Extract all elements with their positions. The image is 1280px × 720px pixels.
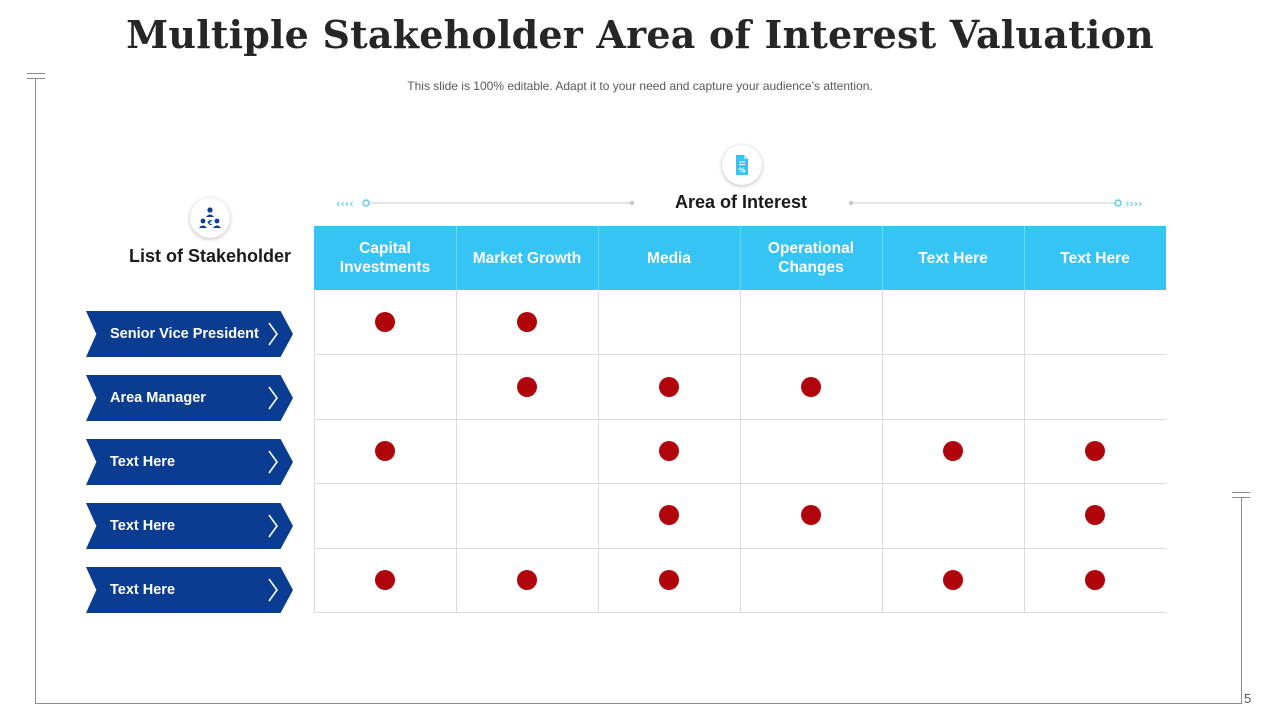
interest-dot (801, 505, 821, 526)
stakeholder-heading: List of Stakeholder (128, 246, 292, 266)
frame-right-tick (1232, 492, 1250, 493)
chevron-right-icon (268, 322, 278, 346)
stakeholder-row-4: Text Here (86, 503, 293, 549)
header-column-separator (1024, 226, 1025, 290)
interest-dot (659, 505, 679, 526)
interest-dot (943, 569, 963, 590)
grid-row-separator (314, 354, 1166, 355)
column-header-capital-investments: Capital Investments (339, 240, 431, 276)
frame-right-line (1241, 497, 1242, 704)
grid-row-separator (314, 483, 1166, 484)
page-number: 5 (1244, 691, 1252, 706)
interest-dot (801, 376, 821, 397)
chevron-right-icon (268, 578, 278, 602)
column-header-operational-changes: Operational Changes (767, 240, 855, 276)
frame-left-tick (27, 73, 45, 74)
stakeholder-row-area-manager: Area Manager (86, 375, 293, 421)
grid-row-separator (314, 548, 1166, 549)
header-column-separator (740, 226, 741, 290)
column-header-market-growth: Market Growth (472, 249, 582, 267)
svg-text:››››: ›››› (1125, 197, 1143, 210)
interest-dot (1085, 441, 1105, 461)
interest-dot (659, 441, 679, 461)
interest-dot (1085, 505, 1105, 526)
area-of-interest-divider: ‹‹‹‹ ›››› (336, 197, 1143, 210)
svg-text:‹‹‹‹: ‹‹‹‹ (336, 197, 354, 210)
interest-dot (1085, 569, 1105, 590)
area-of-interest-heading: Area of Interest (674, 192, 808, 212)
chevron-right-icon (268, 514, 278, 538)
column-header-6: Text Here (1060, 249, 1130, 267)
svg-text:€: € (207, 219, 213, 227)
stakeholder-group-icon: € (190, 198, 230, 238)
slide-subtitle: This slide is 100% editable. Adapt it to… (407, 79, 873, 93)
grid-row-separator (314, 612, 1166, 613)
document-percent-icon: % (722, 145, 762, 185)
interest-dot (517, 312, 537, 333)
stakeholder-row-3: Text Here (86, 439, 293, 485)
frame-left-tick (27, 78, 45, 79)
chevron-right-icon (268, 386, 278, 410)
interest-dot (375, 441, 395, 461)
column-header-media: Media (647, 249, 691, 267)
stakeholder-label: Text Here (110, 582, 176, 598)
interest-dot (517, 569, 537, 590)
header-column-separator (456, 226, 457, 290)
interest-dot (659, 376, 679, 397)
interest-matrix: Capital Investments Market Growth Media … (314, 226, 1166, 613)
column-header-5: Text Here (918, 249, 988, 267)
interest-dot (659, 569, 679, 590)
stakeholder-row-5: Text Here (86, 567, 293, 613)
slide-title: Multiple Stakeholder Area of Interest Va… (126, 12, 1154, 57)
svg-text:%: % (738, 167, 745, 175)
stakeholder-label: Senior Vice President (110, 326, 259, 342)
header-column-separator (882, 226, 883, 290)
interest-dot (943, 441, 963, 461)
chevron-right-icon (268, 450, 278, 474)
frame-bottom-line (35, 703, 1242, 704)
interest-dot (375, 569, 395, 590)
interest-dot (517, 376, 537, 397)
stakeholder-row-senior-vice-president: Senior Vice President (86, 311, 293, 357)
stakeholder-label: Text Here (110, 454, 176, 470)
interest-dot (375, 312, 395, 333)
header-column-separator (598, 226, 599, 290)
stakeholder-label: Area Manager (110, 390, 206, 406)
grid-row-separator (314, 419, 1166, 420)
stakeholder-label: Text Here (110, 518, 176, 534)
frame-left-line (35, 78, 36, 704)
